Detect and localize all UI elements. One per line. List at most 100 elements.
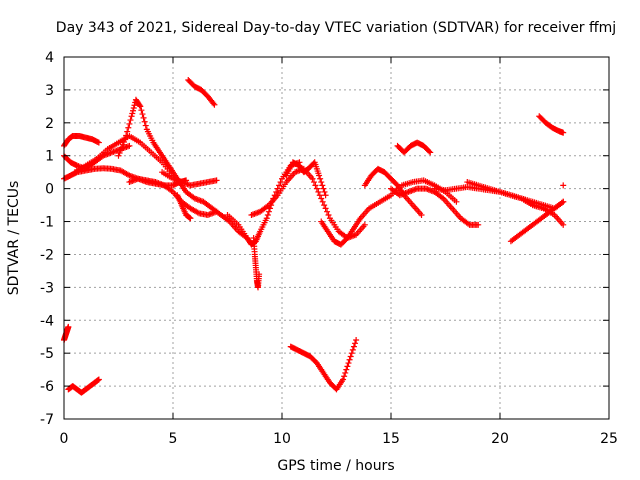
data-point bbox=[453, 198, 460, 205]
series-arc-k bbox=[250, 235, 263, 291]
series-arc-e bbox=[115, 96, 251, 241]
data-point bbox=[316, 192, 323, 199]
data-point bbox=[116, 149, 123, 156]
data-point bbox=[126, 120, 133, 127]
y-tick-label: 3 bbox=[45, 83, 54, 99]
y-tick-label: -1 bbox=[40, 215, 54, 231]
data-points bbox=[61, 77, 567, 396]
data-point bbox=[319, 182, 326, 189]
data-point bbox=[263, 215, 270, 222]
data-point bbox=[352, 340, 359, 347]
y-tick-label: -2 bbox=[40, 247, 54, 263]
y-tick-label: -4 bbox=[40, 313, 54, 329]
y-tick-label: 2 bbox=[45, 116, 54, 132]
data-point bbox=[349, 346, 356, 353]
data-point bbox=[318, 195, 325, 202]
data-point bbox=[324, 208, 331, 215]
data-point bbox=[321, 202, 328, 209]
series-arc-h bbox=[174, 192, 194, 222]
data-point bbox=[213, 208, 220, 215]
data-point bbox=[130, 105, 137, 112]
data-point bbox=[322, 205, 329, 212]
data-point bbox=[340, 376, 347, 383]
data-point bbox=[122, 136, 129, 143]
series-arc-q bbox=[394, 139, 434, 156]
data-point bbox=[312, 182, 319, 189]
data-point bbox=[316, 172, 323, 179]
data-point bbox=[277, 179, 284, 186]
series-arc-s bbox=[464, 179, 567, 212]
data-point bbox=[560, 129, 567, 136]
plot-frame bbox=[63, 56, 610, 420]
series-arc-g bbox=[159, 169, 220, 189]
data-point bbox=[361, 221, 368, 228]
data-point bbox=[346, 356, 353, 363]
data-point bbox=[560, 182, 567, 189]
series-arc-v bbox=[536, 113, 567, 136]
data-point bbox=[345, 360, 352, 367]
x-tick-label: 20 bbox=[491, 431, 509, 447]
data-point bbox=[265, 208, 272, 215]
data-point bbox=[427, 149, 434, 156]
data-point bbox=[141, 118, 148, 125]
data-point bbox=[315, 188, 322, 195]
data-point bbox=[118, 144, 125, 151]
y-tick-label: 1 bbox=[45, 149, 54, 165]
x-tick-labels: 0 5 10 15 20 25 bbox=[60, 431, 618, 447]
x-tick-label: 15 bbox=[382, 431, 400, 447]
y-tick-label: 0 bbox=[45, 182, 54, 198]
data-point bbox=[117, 147, 124, 154]
data-point bbox=[95, 139, 102, 146]
data-point bbox=[325, 211, 332, 218]
data-point bbox=[131, 102, 138, 109]
data-point bbox=[322, 192, 329, 199]
data-point bbox=[342, 369, 349, 376]
x-axis-label: GPS time / hours bbox=[277, 458, 394, 474]
y-axis-label: SDTVAR / TECUs bbox=[6, 181, 22, 296]
data-point bbox=[137, 103, 144, 110]
data-point bbox=[127, 117, 134, 124]
series-arc-w bbox=[560, 182, 567, 189]
data-point bbox=[125, 124, 132, 131]
data-point bbox=[475, 221, 482, 228]
data-point bbox=[310, 179, 317, 186]
data-point bbox=[264, 211, 271, 218]
data-point bbox=[95, 376, 102, 383]
data-point bbox=[213, 177, 220, 184]
data-point bbox=[347, 353, 354, 360]
data-point bbox=[560, 221, 567, 228]
y-tick-label: -3 bbox=[40, 280, 54, 296]
series-arc-j bbox=[224, 159, 303, 248]
data-point bbox=[65, 323, 72, 330]
series-arc-z bbox=[287, 337, 360, 393]
data-point bbox=[142, 122, 149, 129]
data-point bbox=[348, 350, 355, 357]
series-arc-u bbox=[518, 195, 567, 228]
data-point bbox=[343, 366, 350, 373]
data-point bbox=[210, 100, 217, 107]
data-point bbox=[187, 215, 194, 222]
series-arc-m bbox=[283, 159, 329, 199]
data-point bbox=[130, 107, 137, 114]
y-tick-label: -6 bbox=[40, 379, 54, 395]
data-point bbox=[319, 198, 326, 205]
data-point bbox=[318, 179, 325, 186]
x-tick-label: 10 bbox=[273, 431, 291, 447]
data-point bbox=[138, 107, 145, 114]
data-point bbox=[426, 148, 433, 155]
data-point bbox=[123, 132, 130, 139]
series-arc-p bbox=[388, 185, 482, 228]
data-point bbox=[140, 114, 147, 121]
x-tick-label: 25 bbox=[600, 431, 618, 447]
data-point bbox=[317, 175, 324, 182]
grid bbox=[64, 57, 609, 419]
data-point bbox=[309, 175, 316, 182]
y-tick-label: -5 bbox=[40, 346, 54, 362]
y-tick-label: 4 bbox=[45, 50, 54, 66]
chart-title: Day 343 of 2021, Sidereal Day-to-day VTE… bbox=[56, 20, 616, 36]
series-arc-b bbox=[61, 132, 102, 149]
x-tick-label: 5 bbox=[169, 431, 178, 447]
data-point bbox=[313, 185, 320, 192]
data-point bbox=[129, 110, 136, 117]
